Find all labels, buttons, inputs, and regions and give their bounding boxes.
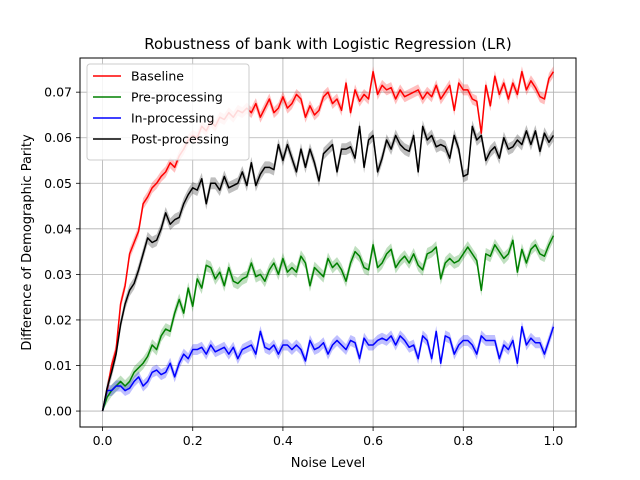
legend-label-post-processing: Post-processing (131, 132, 229, 147)
legend-label-baseline: Baseline (131, 69, 184, 84)
y-tick-label: 0.05 (44, 176, 72, 191)
x-tick-label: 0.4 (273, 433, 293, 448)
plot-frame (79, 57, 577, 428)
x-tick-label: 0.0 (93, 433, 113, 448)
y-tick-label: 0.04 (44, 221, 72, 236)
axis-ticks: 0.0 0.2 0.4 0.6 0.8 1.0 0.00 0.01 0.02 0.03 0.04 0.… (44, 85, 563, 448)
y-tick-label: 0.00 (44, 404, 72, 419)
y-tick-label: 0.01 (44, 358, 72, 373)
line-in-processing (101, 326, 555, 412)
y-axis-title: Difference of Demographic Parity (20, 134, 35, 351)
y-tick-label: 0.02 (44, 312, 72, 327)
line-post-processing (101, 125, 555, 412)
legend-label-in-processing: In-processing (131, 111, 214, 126)
x-tick-label: 1.0 (544, 433, 564, 448)
x-tick-label: 0.2 (183, 433, 203, 448)
y-tick-label: 0.06 (44, 130, 72, 145)
line-pre-processing (101, 235, 555, 412)
legend: Baseline Pre-processing In-processing Post-… (86, 63, 250, 161)
legend-box (86, 63, 250, 161)
band-baseline (102, 66, 554, 412)
x-tick-label: 0.8 (453, 433, 473, 448)
y-tick-label: 0.07 (44, 85, 72, 100)
x-tick-label: 0.6 (363, 433, 383, 448)
chart-title: Robustness of bank with Logistic Regress… (144, 35, 511, 53)
legend-label-pre-processing: Pre-processing (131, 90, 223, 105)
series-lines (101, 70, 555, 412)
x-axis-title: Noise Level (291, 456, 366, 471)
y-tick-label: 0.03 (44, 267, 72, 282)
